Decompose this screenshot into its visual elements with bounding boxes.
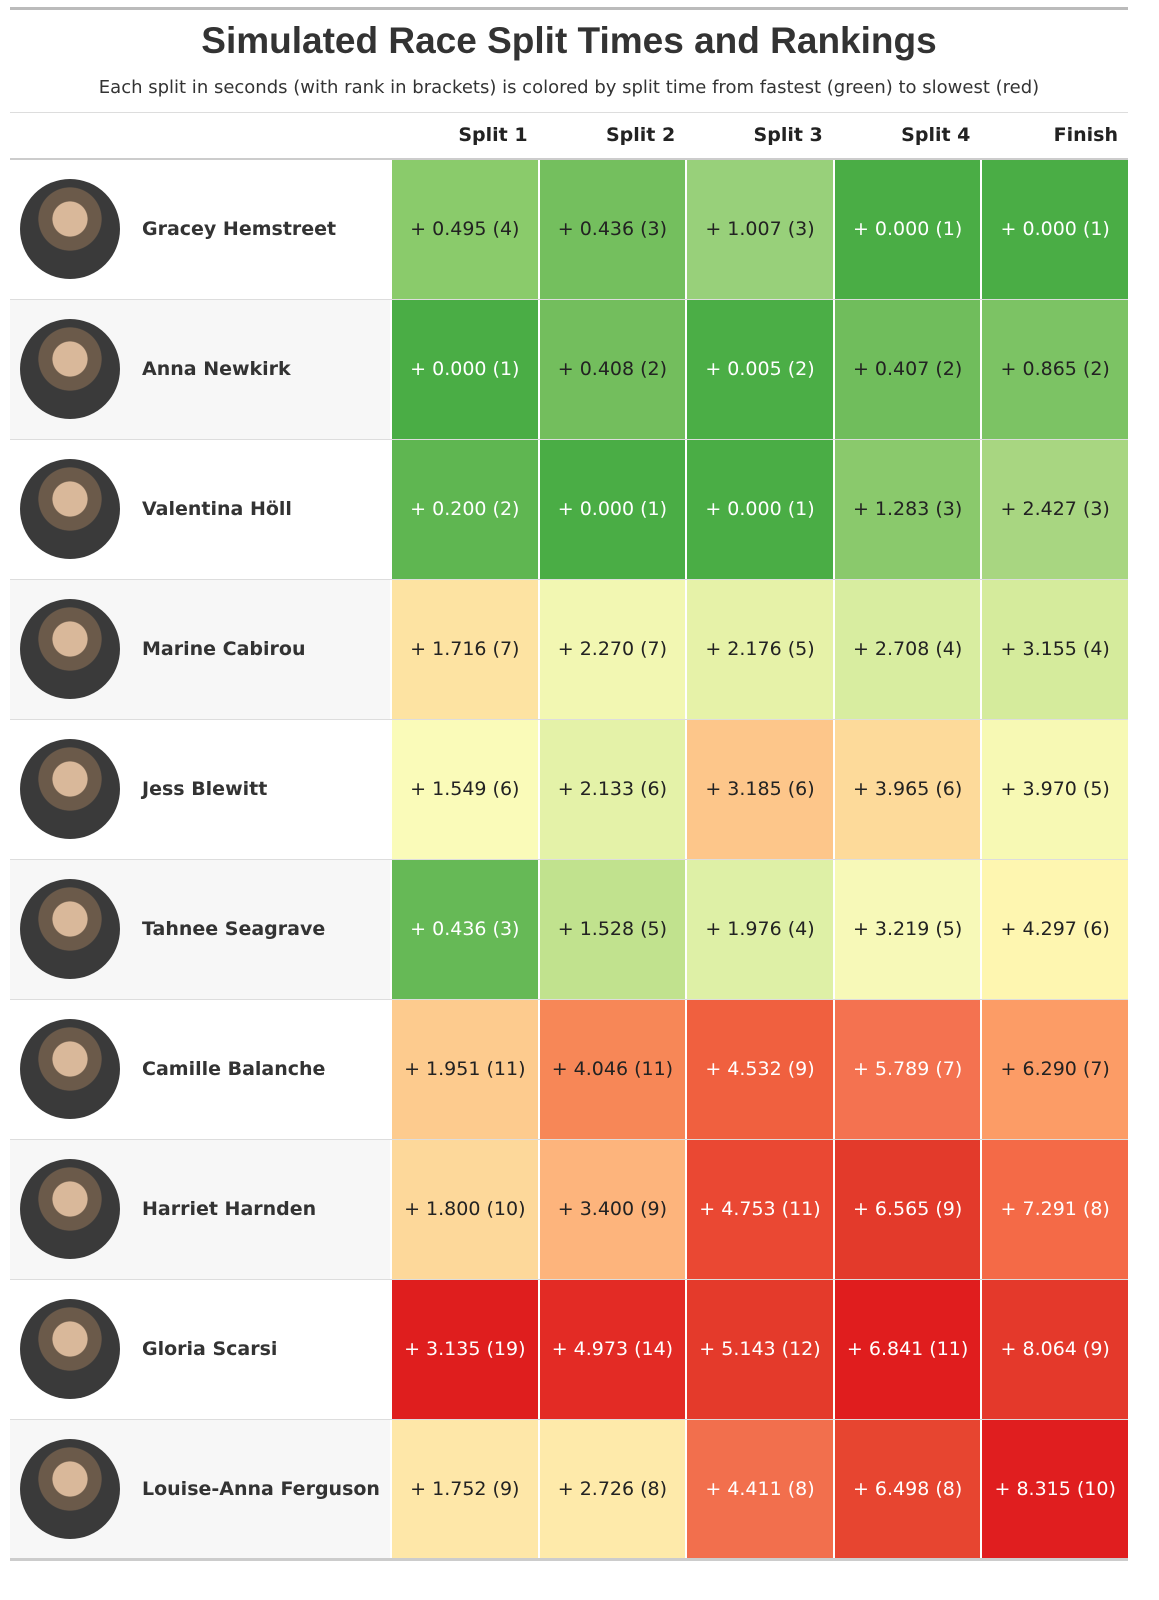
rider-name: Gracey Hemstreet [142,218,337,240]
avatar [20,739,120,839]
avatar [20,179,120,279]
split-cell: + 5.143 (12) [685,1280,833,1419]
split-cell: + 0.000 (1) [537,440,686,579]
table-row: Marine Cabirou + 1.716 (7) + 2.270 (7) + 2.… [10,580,1128,720]
split-cell: + 4.046 (11) [537,1000,686,1139]
split-cell: + 4.973 (14) [537,1280,686,1419]
table-row: Camille Balanche + 1.951 (11) + 4.046 (11)… [10,1000,1128,1140]
split-cell: + 1.752 (9) [390,1420,538,1559]
split-cell: + 6.565 (9) [832,1140,981,1279]
split-cell: + 3.965 (6) [832,720,981,859]
rider-name: Gloria Scarsi [142,1338,278,1360]
split-cell: + 6.841 (11) [832,1280,981,1419]
top-rule [10,7,1128,10]
rider-name: Tahnee Seagrave [142,918,326,940]
split-cell: + 0.865 (2) [980,300,1128,439]
split-cell: + 0.407 (2) [832,300,981,439]
split-cell: + 0.000 (1) [832,160,981,299]
split-cell: + 0.000 (1) [390,300,538,439]
rider-name: Camille Balanche [142,1058,326,1080]
rider-name: Valentina Höll [142,498,292,520]
split-cell: + 0.200 (2) [390,440,538,579]
split-cell: + 7.291 (8) [980,1140,1128,1279]
table-row: Tahnee Seagrave + 0.436 (3) + 1.528 (5) + 1… [10,860,1128,1000]
table-row: Valentina Höll + 0.200 (2) + 0.000 (1) + 0.… [10,440,1128,580]
split-cell: + 6.290 (7) [980,1000,1128,1139]
split-cell: + 3.400 (9) [537,1140,686,1279]
avatar [20,459,120,559]
avatar [20,1439,120,1539]
split-cell: + 0.436 (3) [537,160,686,299]
split-cell: + 0.495 (4) [390,160,538,299]
split-cell: + 4.532 (9) [685,1000,833,1139]
title: Simulated Race Split Times and Rankings [201,20,937,61]
table-row: Gracey Hemstreet + 0.495 (4) + 0.436 (3) + … [10,160,1128,300]
rider-name: Harriet Harnden [142,1198,317,1220]
split-cell: + 1.283 (3) [832,440,981,579]
split-cell: + 5.789 (7) [832,1000,981,1139]
split-cell: + 8.064 (9) [980,1280,1128,1419]
split-cell: + 2.726 (8) [537,1420,686,1559]
split-cell: + 4.411 (8) [685,1420,833,1559]
split-cell: + 0.436 (3) [390,860,538,999]
table-row: Jess Blewitt + 1.549 (6) + 2.133 (6) + 3.18… [10,720,1128,860]
split-cell: + 2.427 (3) [980,440,1128,579]
avatar [20,879,120,979]
split-cell: + 2.708 (4) [832,580,981,719]
rider-name: Louise-Anna Ferguson [142,1478,380,1500]
split-cell: + 1.976 (4) [685,860,833,999]
split-cell: + 6.498 (8) [832,1420,981,1559]
split-cell: + 0.000 (1) [980,160,1128,299]
avatar [20,319,120,419]
column-header: Split 2 [605,124,676,146]
rider-name: Marine Cabirou [142,638,306,660]
avatar [20,1299,120,1399]
split-cell: + 3.135 (19) [390,1280,538,1419]
split-cell: + 3.970 (5) [980,720,1128,859]
split-cell: + 1.716 (7) [390,580,538,719]
rider-name: Anna Newkirk [142,358,291,380]
avatar [20,1159,120,1259]
split-cell: + 4.297 (6) [980,860,1128,999]
split-cell: + 1.007 (3) [685,160,833,299]
split-cell: + 2.176 (5) [685,580,833,719]
split-cell: + 0.005 (2) [685,300,833,439]
split-cell: + 0.000 (1) [685,440,833,579]
avatar [20,1019,120,1119]
split-cell: + 1.951 (11) [390,1000,538,1139]
table-row: Gloria Scarsi + 3.135 (19) + 4.973 (14) + 5… [10,1280,1128,1420]
rider-name: Jess Blewitt [142,778,268,800]
subtitle: Each split in seconds (with rank in brac… [98,77,1040,98]
avatar [20,599,120,699]
split-cell: + 3.155 (4) [980,580,1128,719]
split-cell: + 1.549 (6) [390,720,538,859]
split-cell: + 1.800 (10) [390,1140,538,1279]
split-cell: + 3.185 (6) [685,720,833,859]
table-row: Anna Newkirk + 0.000 (1) + 0.408 (2) + 0.00… [10,300,1128,440]
split-cell: + 4.753 (11) [685,1140,833,1279]
column-header: Finish [1053,124,1118,146]
table-row: Harriet Harnden + 1.800 (10) + 3.400 (9) + … [10,1140,1128,1280]
split-cell: + 0.408 (2) [537,300,686,439]
bottom-rule [10,1558,1128,1561]
column-header: Split 3 [753,124,823,146]
table-header: Split 1 Split 2 Split 3 Split 4 Finish [10,112,1128,161]
split-cell: + 2.133 (6) [537,720,686,859]
split-cell: + 8.315 (10) [980,1420,1128,1559]
split-cell: + 1.528 (5) [537,860,686,999]
table-row: Louise-Anna Ferguson + 1.752 (9) + 2.726 (… [10,1420,1128,1560]
column-header: Split 1 [458,124,528,146]
split-cell: + 2.270 (7) [537,580,686,719]
split-cell: + 3.219 (5) [832,860,981,999]
column-header: Split 4 [901,124,971,146]
